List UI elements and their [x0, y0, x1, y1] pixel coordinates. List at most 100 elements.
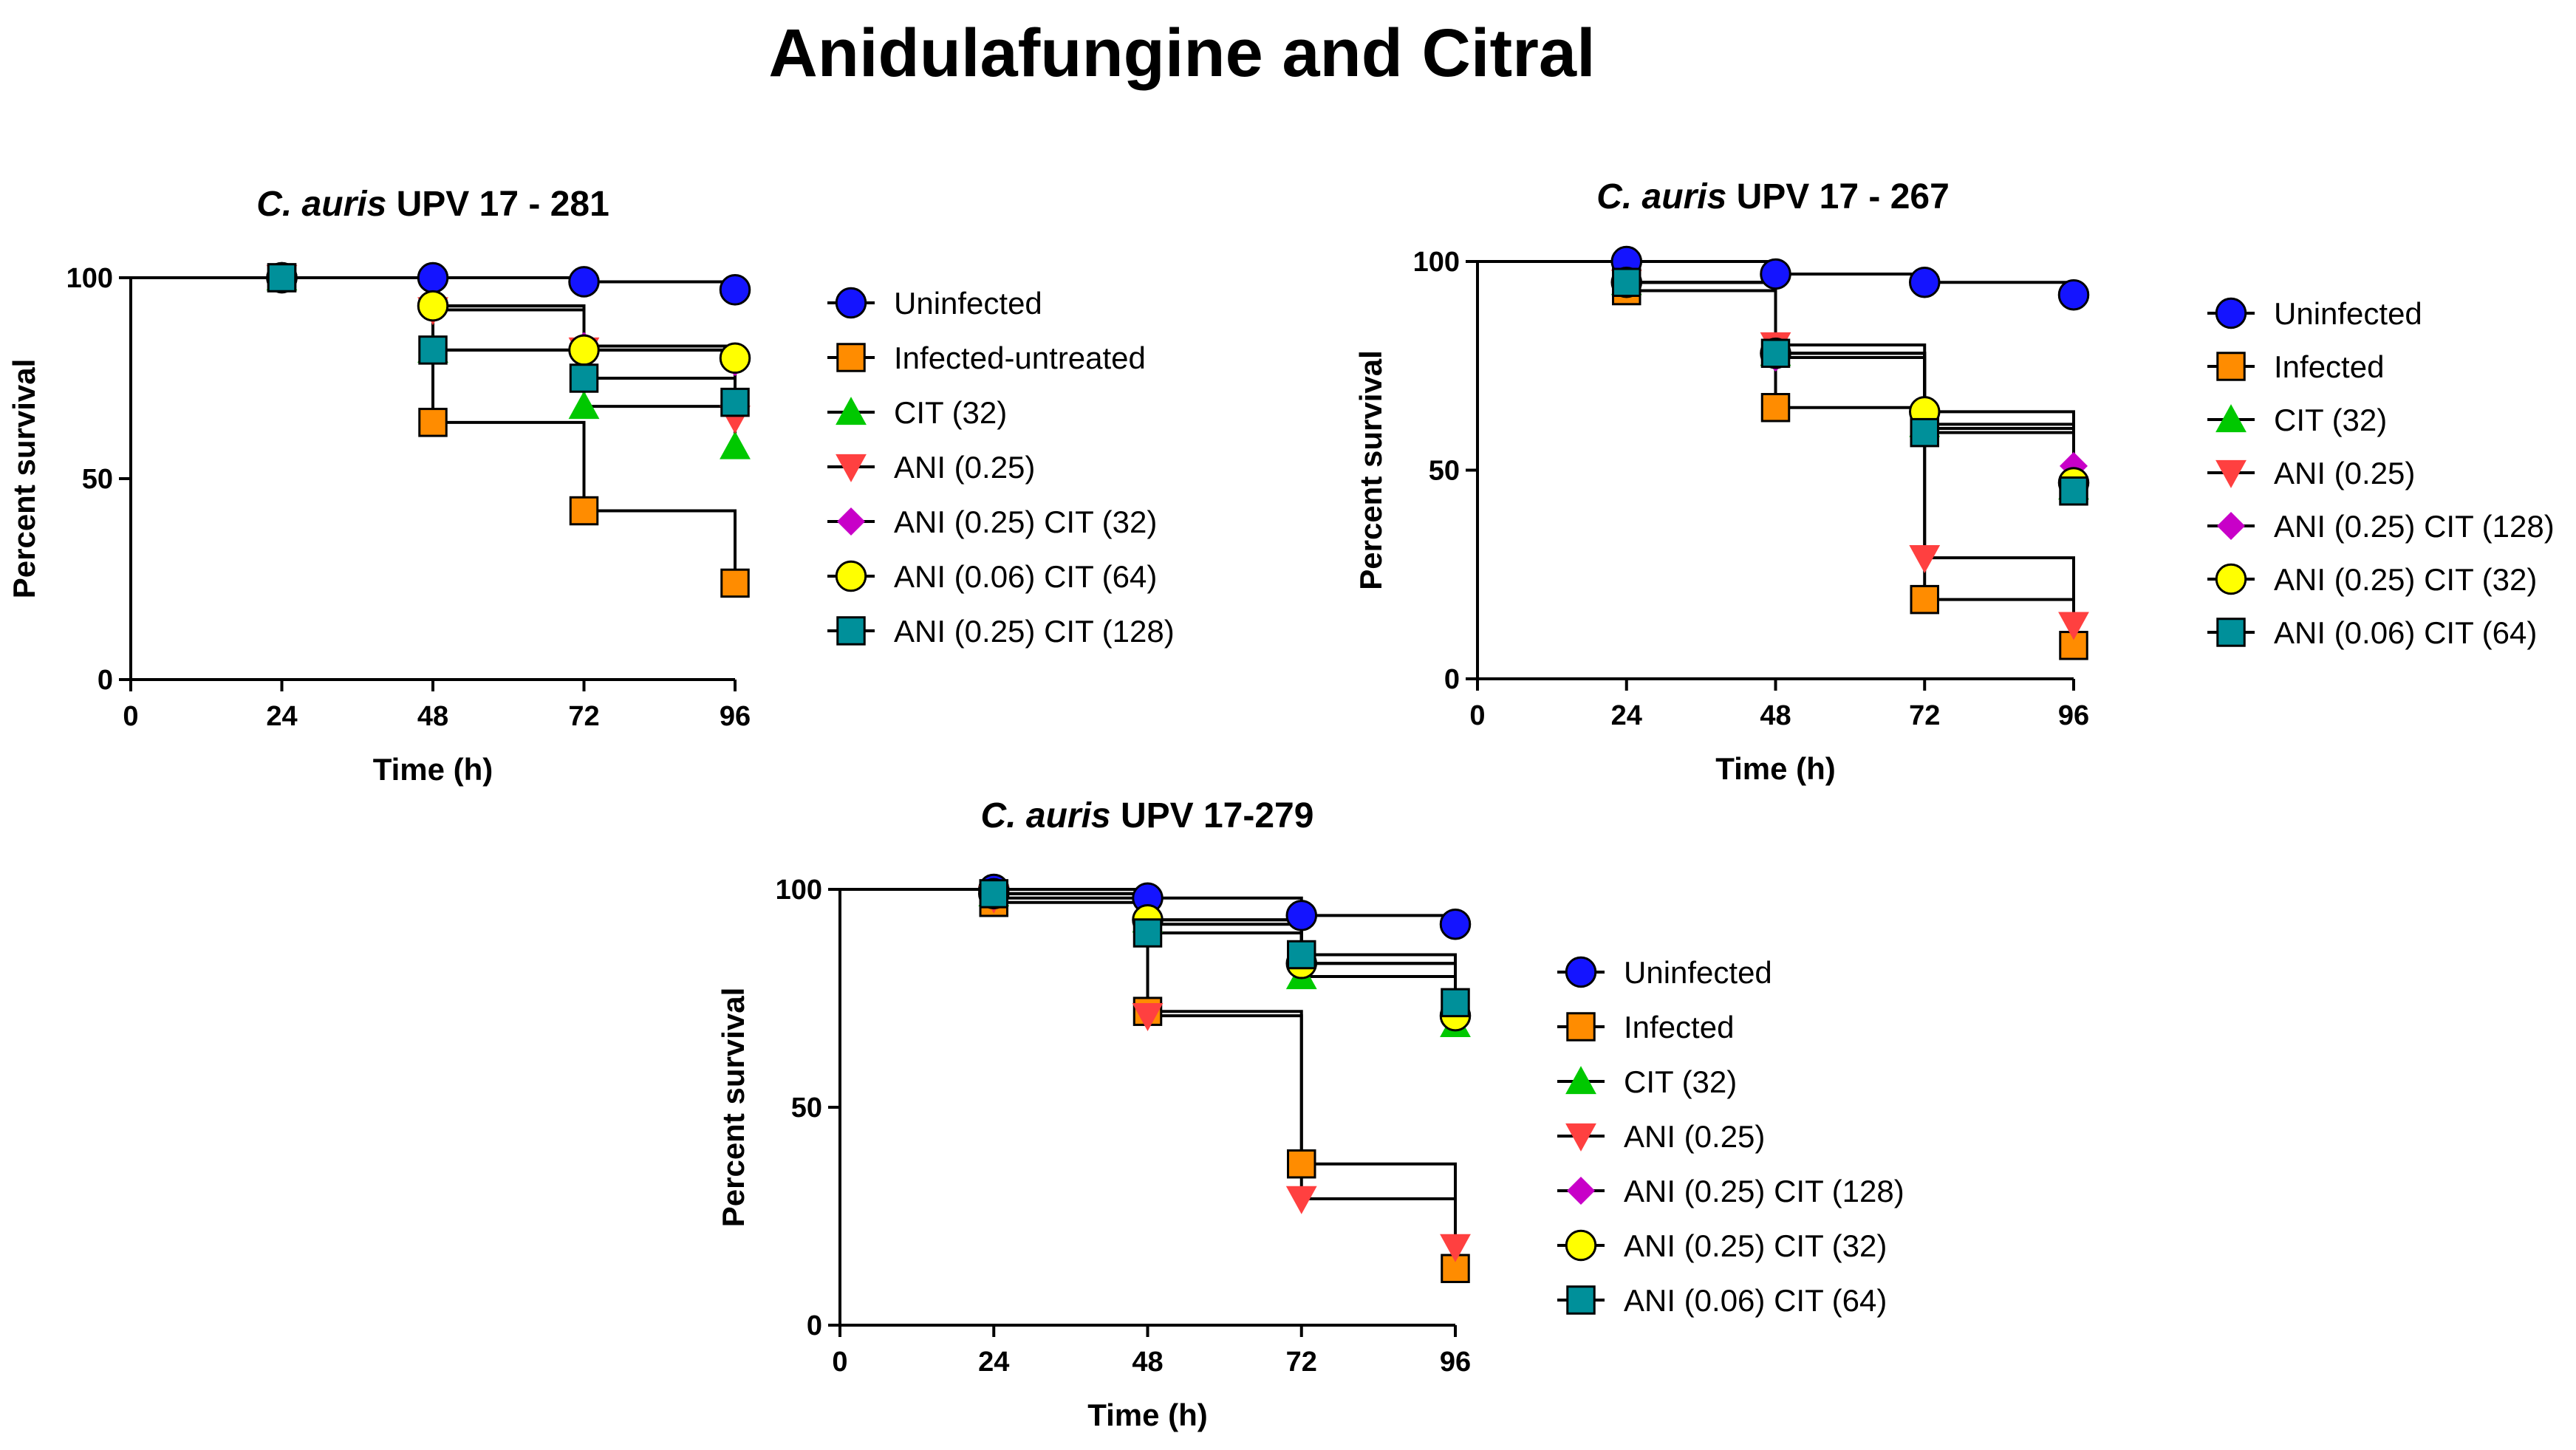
legend-label: CIT (32): [1624, 1064, 1737, 1099]
y-tick-label: 0: [807, 1310, 822, 1341]
legend-item-ani-0-25: ANI (0.25): [2207, 456, 2415, 490]
chart-title-strain: UPV 17 - 267: [1726, 177, 1950, 216]
data-point-ani-0-06-cit-64: [417, 290, 449, 322]
legend-item-infected-untreated: Infected-untreated: [827, 341, 1146, 375]
data-point-infected: [1287, 1149, 1316, 1179]
x-tick-label: 72: [568, 701, 599, 732]
legend-marker-ani-0-25: [1565, 1123, 1596, 1152]
legend-item-ani-0-25-cit-32: ANI (0.25) CIT (32): [1557, 1228, 1887, 1263]
chart-title-species: C. auris: [981, 796, 1111, 835]
x-tick-label: 96: [720, 701, 751, 732]
legend-item-ani-0-25-cit-128: ANI (0.25) CIT (128): [827, 614, 1175, 649]
data-point-ani-0-25: [1285, 1186, 1317, 1214]
y-tick-label: 50: [791, 1092, 822, 1124]
data-points: [266, 261, 751, 598]
legend: Uninfected Infected CIT (32) ANI (0.25) ANI …: [1557, 955, 1904, 1318]
legend-item-uninfected: Uninfected: [2207, 296, 2422, 331]
x-tick-label: 96: [1440, 1347, 1471, 1378]
x-tick-label: 0: [1469, 700, 1485, 731]
legend-marker-ani-0-25: [836, 454, 867, 482]
data-point-ani-0-06-cit-64: [1910, 417, 1939, 448]
chart-upv17-279: C. auris UPV 17-279 0 50 100 0 24 48 72 96 Time (…: [716, 796, 1904, 1432]
legend-item-ani-0-25-cit-128: ANI (0.25) CIT (128): [1557, 1174, 1904, 1208]
legend-marker-uninfected: [1565, 956, 1597, 988]
legend-marker-ani-0-25-cit-32: [837, 507, 865, 536]
legend-item-infected: Infected: [2207, 349, 2384, 384]
legend-marker-infected: [2216, 352, 2246, 381]
legend-item-ani-0-25: ANI (0.25): [1557, 1119, 1765, 1154]
legend-marker-uninfected: [2215, 297, 2247, 329]
legend: Uninfected Infected-untreated CIT (32) ANI …: [827, 286, 1175, 649]
legend-marker-ani-0-06-cit-64: [1566, 1285, 1596, 1315]
data-point-uninfected: [1439, 908, 1472, 940]
data-point-infected-untreated: [720, 568, 750, 598]
x-tick-label: 48: [1760, 700, 1791, 731]
legend-label: CIT (32): [2274, 403, 2387, 437]
legend-marker-cit-32: [1565, 1066, 1596, 1095]
legend-label: ANI (0.25) CIT (128): [1624, 1174, 1904, 1208]
data-point-ani-0-25-cit-128: [569, 363, 599, 393]
data-point-ani-0-25-cit-128: [267, 263, 297, 293]
legend-item-ani-0-06-cit-64: ANI (0.06) CIT (64): [1557, 1283, 1887, 1318]
data-point-ani-0-06-cit-64: [1132, 918, 1163, 948]
x-tick-label: 24: [978, 1347, 1009, 1378]
x-axis-title: Time (h): [1087, 1398, 1208, 1432]
legend-label: Infected: [2274, 349, 2384, 384]
data-point-uninfected: [2057, 278, 2090, 311]
y-tick-label: 50: [82, 464, 113, 495]
data-point-ani-0-06-cit-64: [2059, 476, 2088, 506]
legend-label: Uninfected: [2274, 296, 2422, 331]
legend-item-infected: Infected: [1557, 1010, 1734, 1044]
x-tick-label: 48: [417, 701, 448, 732]
legend-marker-ani-0-25-cit-128: [836, 616, 866, 646]
data-point-infected: [1910, 584, 1939, 615]
legend-item-ani-0-25-cit-128: ANI (0.25) CIT (128): [2207, 509, 2555, 544]
legend-label: CIT (32): [894, 395, 1007, 430]
y-axis-title: Percent survival: [716, 988, 751, 1228]
legend-label: ANI (0.25): [2274, 456, 2415, 490]
data-point-ani-0-06-cit-64: [1287, 940, 1316, 970]
data-point-infected-untreated: [418, 408, 448, 437]
legend-marker-infected-untreated: [836, 343, 866, 372]
legend-label: ANI (0.25) CIT (128): [894, 614, 1175, 649]
x-tick-label: 0: [123, 701, 138, 732]
legend-item-ani-0-25-cit-32: ANI (0.25) CIT (32): [827, 505, 1157, 539]
legend-label: ANI (0.06) CIT (64): [2274, 615, 2537, 650]
legend-item-cit-32: CIT (32): [2207, 403, 2387, 437]
chart-upv17-281: C. auris UPV 17 - 281 0 50 100 0 24 48 72 96 Time…: [7, 185, 1175, 787]
legend-item-cit-32: CIT (32): [827, 395, 1007, 430]
legend-item-ani-0-06-cit-64: ANI (0.06) CIT (64): [2207, 615, 2537, 650]
legend-marker-cit-32: [2215, 404, 2247, 433]
y-axis-title: Percent survival: [1353, 350, 1388, 590]
data-point-infected-untreated: [569, 496, 599, 526]
data-point-ani-0-06-cit-64: [1760, 338, 1791, 369]
legend-marker-ani-0-25-cit-32: [1565, 1229, 1597, 1262]
data-point-uninfected: [719, 274, 751, 306]
data-point-uninfected: [568, 266, 600, 298]
data-point-ani-0-06-cit-64: [1441, 988, 1470, 1018]
legend-item-uninfected: Uninfected: [1557, 955, 1772, 990]
legend-label: ANI (0.25) CIT (32): [2274, 562, 2537, 597]
data-point-uninfected: [1760, 258, 1791, 290]
data-point-ani-0-06-cit-64: [719, 342, 751, 375]
y-tick-label: 100: [1413, 247, 1460, 278]
chart-title-species: C. auris: [1596, 177, 1726, 216]
legend-marker-uninfected: [835, 287, 867, 319]
data-point-ani-0-06-cit-64: [1612, 267, 1641, 297]
legend-label: ANI (0.06) CIT (64): [894, 559, 1157, 594]
data-points: [977, 873, 1472, 1284]
data-point-uninfected: [417, 261, 449, 294]
data-point-ani-0-25: [1909, 545, 1941, 574]
legend-marker-ani-0-25-cit-128: [1567, 1177, 1595, 1205]
data-point-ani-0-06-cit-64: [979, 879, 1008, 909]
figure-title: Anidulafungine and Citral: [768, 16, 1596, 91]
legend-label: ANI (0.25) CIT (32): [1624, 1228, 1887, 1263]
x-tick-label: 48: [1132, 1347, 1163, 1378]
chart-title: C. auris UPV 17 - 267: [1596, 177, 1950, 216]
data-point-infected: [1760, 393, 1791, 423]
legend-item-cit-32: CIT (32): [1557, 1064, 1737, 1099]
chart-title-species: C. auris: [256, 185, 386, 224]
data-point-ani-0-25-cit-128: [720, 387, 750, 417]
legend-item-uninfected: Uninfected: [827, 286, 1042, 321]
data-point-ani-0-25-cit-128: [418, 335, 448, 365]
